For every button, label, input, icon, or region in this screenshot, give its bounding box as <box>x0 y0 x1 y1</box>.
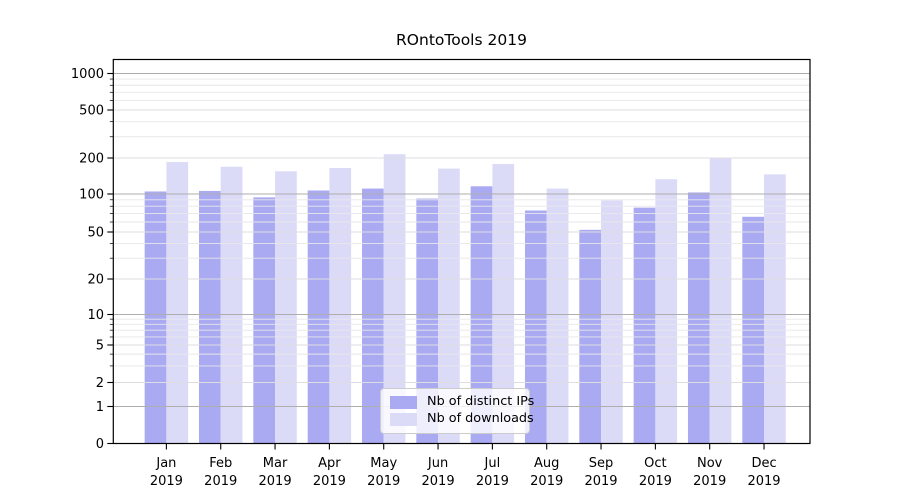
y-tick-label-10: 10 <box>87 308 104 323</box>
y-tick-label-200: 200 <box>79 152 104 167</box>
x-tick-label-mar: Mar 2019 <box>259 456 292 489</box>
x-tick-label-jun: Jun 2019 <box>422 456 455 489</box>
chart-title: ROntoTools 2019 <box>396 31 527 49</box>
x-tick-label-oct: Oct 2019 <box>639 456 672 489</box>
x-tick-label-may: May 2019 <box>367 456 400 489</box>
bar-distinct-ips-oct <box>633 207 656 444</box>
bar-downloads-jun <box>438 168 460 444</box>
bar-distinct-ips-jan <box>144 191 167 444</box>
bar-distinct-ips-may <box>361 188 384 444</box>
x-tick-label-feb: Feb 2019 <box>204 456 237 489</box>
y-tick-label-1: 1 <box>96 400 104 415</box>
bar-downloads-sep <box>601 200 623 444</box>
x-tick-label-nov: Nov 2019 <box>693 456 726 489</box>
y-tick-label-50: 50 <box>87 226 104 241</box>
bar-downloads-oct <box>655 179 678 444</box>
x-tick-label-jul: Jul 2019 <box>476 456 509 489</box>
legend-item: Nb of downloads <box>390 412 534 427</box>
legend: Nb of distinct IPs Nb of downloads <box>380 388 534 434</box>
y-tick-label-500: 500 <box>79 104 104 119</box>
y-tick-label-2: 2 <box>96 376 104 391</box>
bar-distinct-ips-mar <box>253 197 276 444</box>
y-tick-label-20: 20 <box>87 273 104 288</box>
bar-downloads-apr <box>329 167 352 444</box>
bar-distinct-ips-feb <box>199 190 221 444</box>
plot-border <box>112 58 811 445</box>
x-tick-label-sep: Sep 2019 <box>584 456 617 489</box>
legend-label: Nb of distinct IPs <box>427 394 535 410</box>
bar-distinct-ips-aug <box>524 210 547 444</box>
bar-distinct-ips-apr <box>307 190 330 444</box>
y-tick-label-0: 0 <box>96 437 104 452</box>
bar-downloads-jan <box>166 162 189 444</box>
y-tick-label-1000: 1000 <box>71 67 104 82</box>
legend-label: Nb of downloads <box>427 411 534 427</box>
y-tick-label-5: 5 <box>96 339 104 354</box>
bar-downloads-mar <box>275 171 297 444</box>
bar-downloads-dec <box>764 174 786 444</box>
x-tick-label-jan: Jan 2019 <box>150 456 183 489</box>
x-tick-label-apr: Apr 2019 <box>313 456 346 489</box>
legend-swatch-downloads <box>390 413 417 426</box>
x-tick-label-dec: Dec 2019 <box>747 456 780 489</box>
bar-distinct-ips-nov <box>687 192 710 444</box>
bar-downloads-may <box>383 154 406 444</box>
bar-downloads-jul <box>492 164 515 444</box>
x-tick-label-aug: Aug 2019 <box>530 456 563 489</box>
bar-downloads-nov <box>709 158 732 444</box>
bar-downloads-feb <box>220 166 243 444</box>
y-tick-label-100: 100 <box>79 188 104 203</box>
bar-downloads-aug <box>546 188 569 444</box>
legend-swatch-distinct-ips <box>390 396 417 409</box>
legend-item: Nb of distinct IPs <box>390 395 534 410</box>
